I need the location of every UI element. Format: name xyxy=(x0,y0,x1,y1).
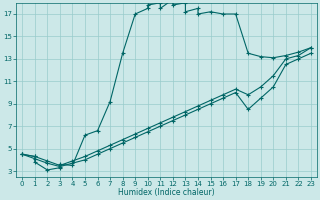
X-axis label: Humidex (Indice chaleur): Humidex (Indice chaleur) xyxy=(118,188,215,197)
